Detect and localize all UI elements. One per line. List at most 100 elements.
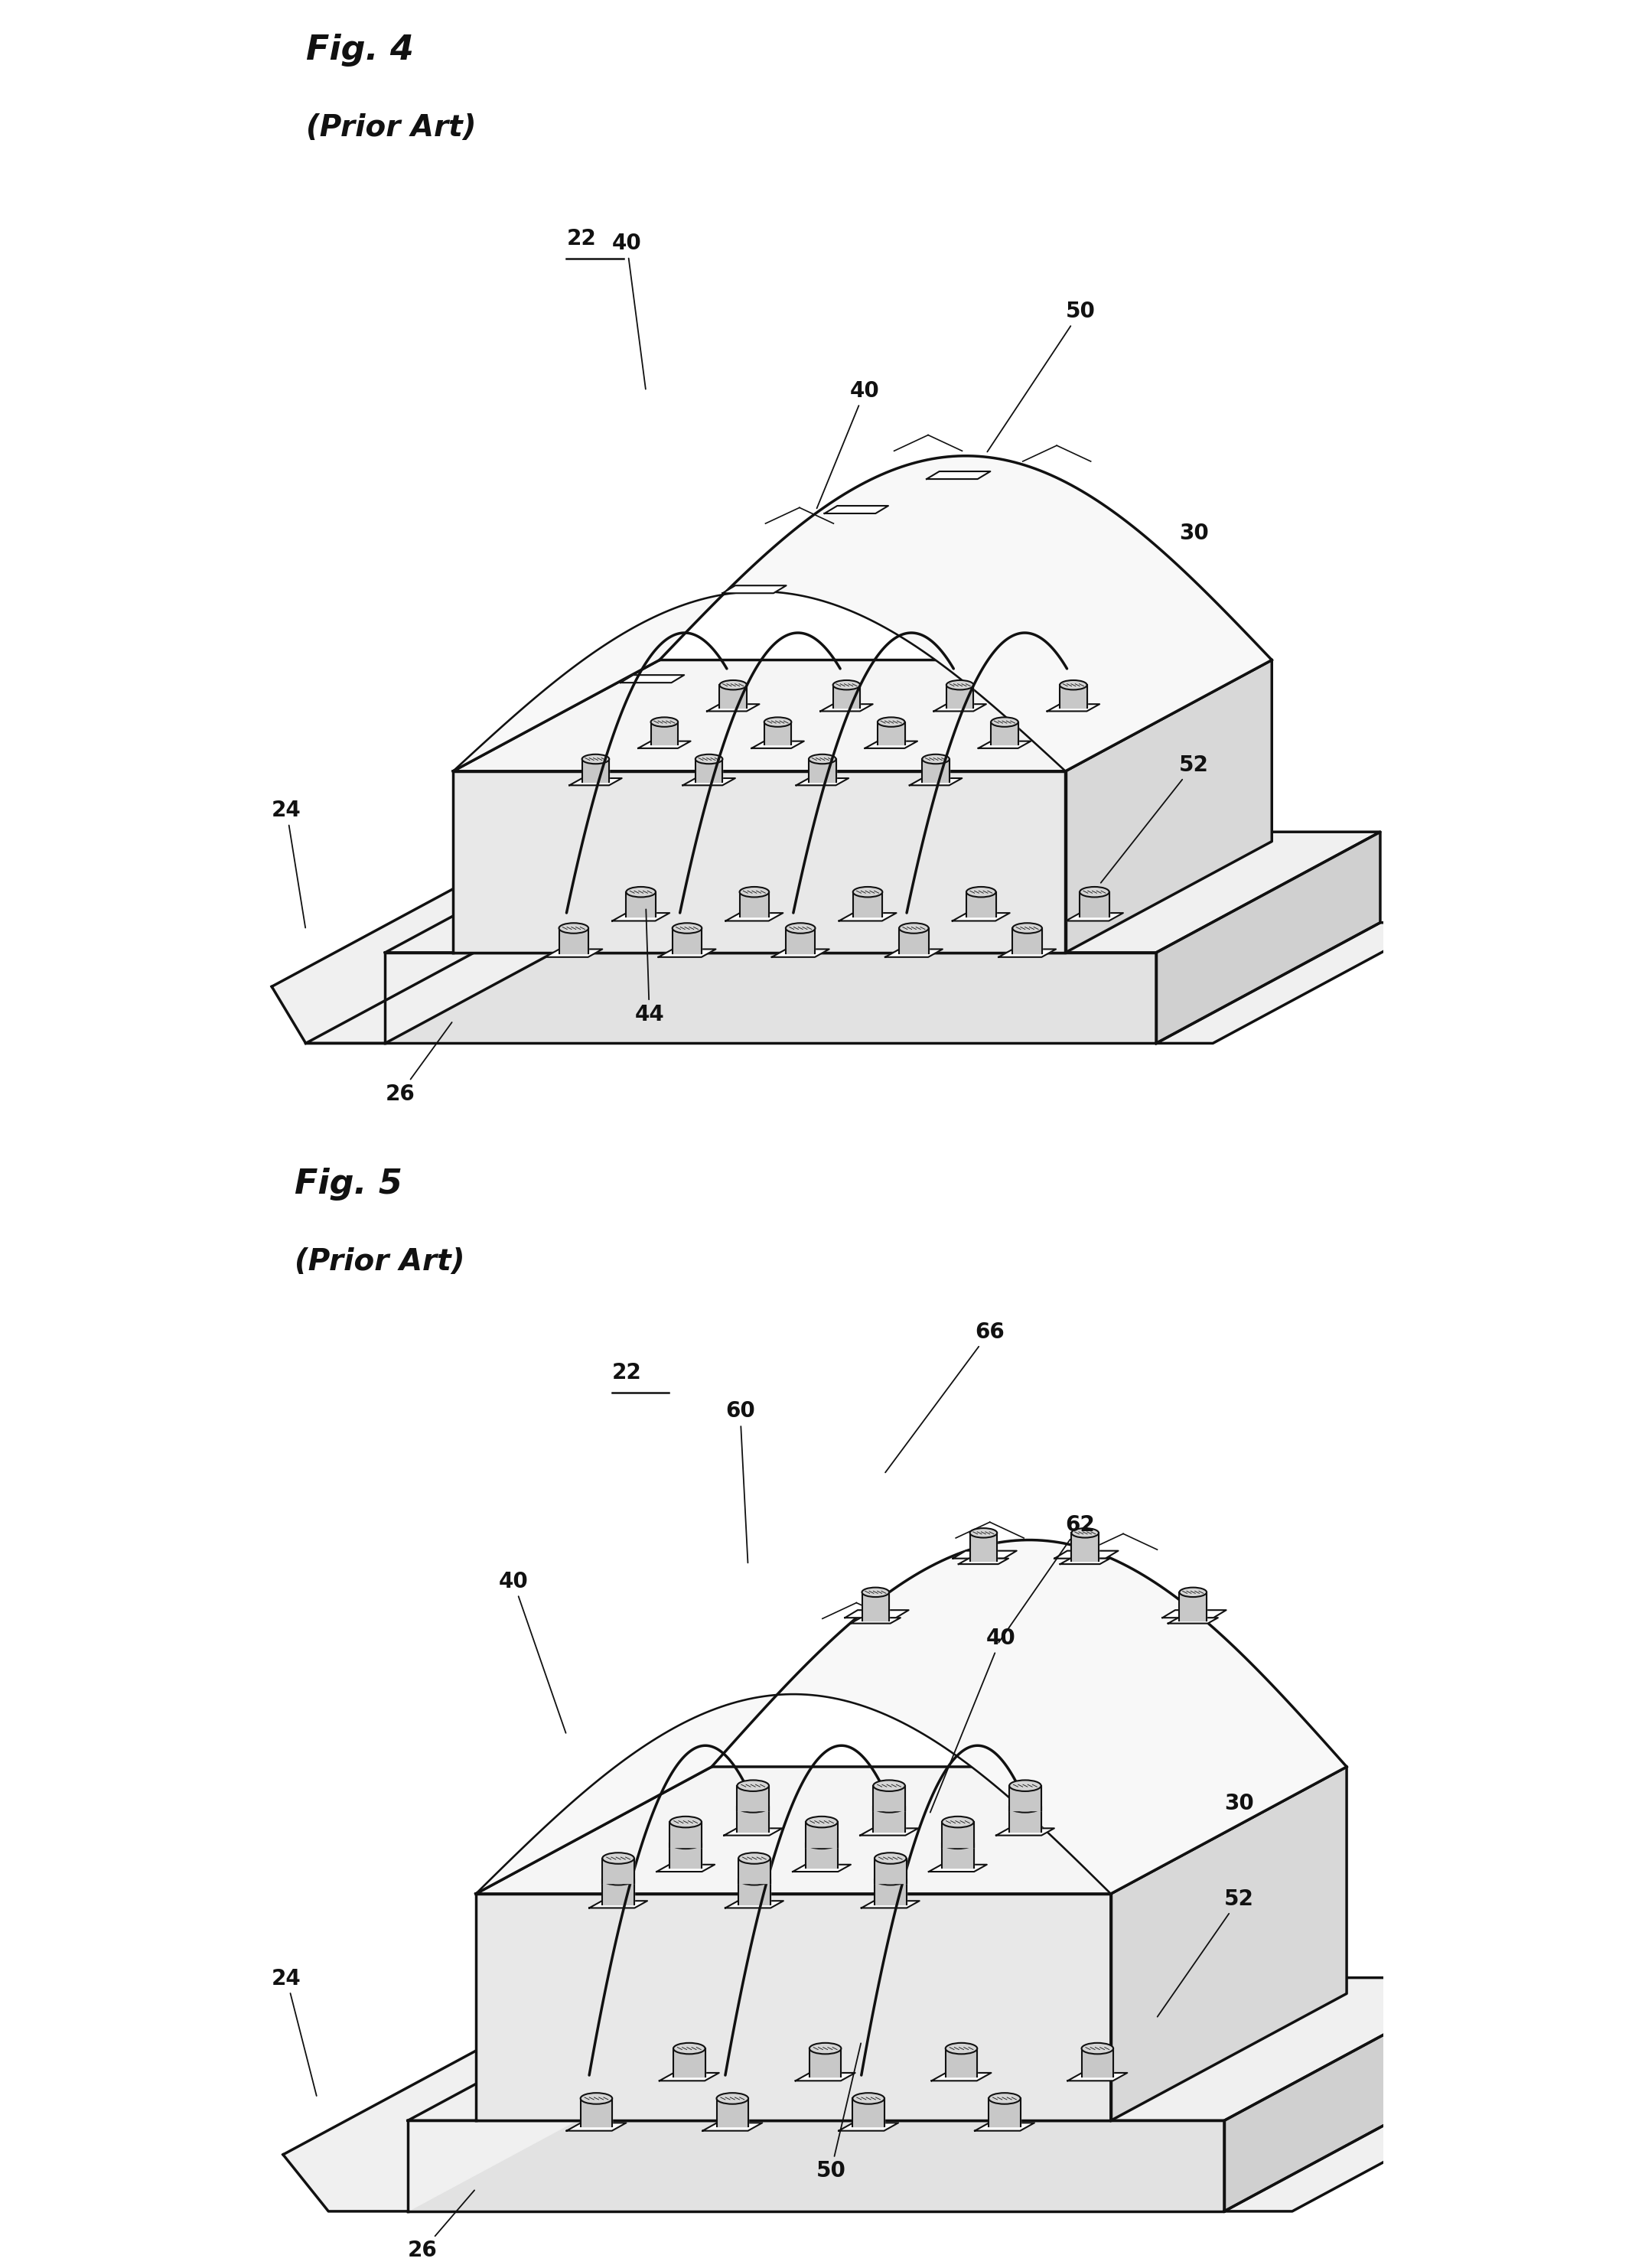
Polygon shape xyxy=(945,2048,978,2077)
Polygon shape xyxy=(958,1558,1009,1565)
Polygon shape xyxy=(873,1808,906,1833)
Ellipse shape xyxy=(969,1529,997,1538)
Ellipse shape xyxy=(1009,1801,1041,1812)
Polygon shape xyxy=(477,1767,1346,1894)
Polygon shape xyxy=(832,685,860,708)
Ellipse shape xyxy=(738,1873,770,1885)
Polygon shape xyxy=(620,676,684,683)
Ellipse shape xyxy=(1009,1780,1041,1792)
Ellipse shape xyxy=(809,755,836,764)
Ellipse shape xyxy=(989,2093,1020,2105)
Polygon shape xyxy=(772,948,829,957)
Ellipse shape xyxy=(669,1837,702,1848)
Ellipse shape xyxy=(862,1588,889,1597)
Ellipse shape xyxy=(627,887,656,898)
Ellipse shape xyxy=(581,2093,612,2105)
Ellipse shape xyxy=(672,923,702,934)
Polygon shape xyxy=(738,1880,770,1905)
Polygon shape xyxy=(809,760,836,782)
Polygon shape xyxy=(454,660,1271,771)
Polygon shape xyxy=(385,832,1381,953)
Ellipse shape xyxy=(695,755,723,764)
Text: 40: 40 xyxy=(612,234,646,390)
Polygon shape xyxy=(909,778,961,785)
Polygon shape xyxy=(566,2123,627,2132)
Ellipse shape xyxy=(738,1853,770,1864)
Polygon shape xyxy=(385,953,1155,1043)
Ellipse shape xyxy=(785,923,816,934)
Ellipse shape xyxy=(1082,2043,1113,2055)
Ellipse shape xyxy=(873,1801,906,1812)
Polygon shape xyxy=(651,721,677,744)
Polygon shape xyxy=(477,1894,1111,2121)
Ellipse shape xyxy=(739,887,769,898)
Polygon shape xyxy=(764,721,792,744)
Polygon shape xyxy=(1066,914,1123,921)
Polygon shape xyxy=(602,1880,635,1905)
Text: 22: 22 xyxy=(566,229,596,249)
Polygon shape xyxy=(752,742,805,748)
Polygon shape xyxy=(885,948,943,957)
Polygon shape xyxy=(638,742,690,748)
Polygon shape xyxy=(821,703,873,712)
Polygon shape xyxy=(738,1785,769,1810)
Polygon shape xyxy=(1180,1592,1206,1622)
Polygon shape xyxy=(942,1844,974,1869)
Polygon shape xyxy=(1224,2068,1557,2211)
Polygon shape xyxy=(793,1864,850,1871)
Ellipse shape xyxy=(922,755,950,764)
Polygon shape xyxy=(1080,891,1110,916)
Text: (Prior Art): (Prior Art) xyxy=(294,1247,465,1277)
Polygon shape xyxy=(738,1857,770,1882)
Polygon shape xyxy=(669,1821,702,1846)
Polygon shape xyxy=(725,1828,782,1835)
Ellipse shape xyxy=(1059,680,1087,689)
Polygon shape xyxy=(674,2048,705,2077)
Polygon shape xyxy=(581,2098,612,2127)
Ellipse shape xyxy=(875,1853,906,1864)
Ellipse shape xyxy=(1180,1588,1206,1597)
Ellipse shape xyxy=(602,1853,635,1864)
Polygon shape xyxy=(1009,1808,1041,1833)
Polygon shape xyxy=(899,928,929,953)
Ellipse shape xyxy=(852,2093,885,2105)
Polygon shape xyxy=(656,1864,715,1871)
Polygon shape xyxy=(873,1785,906,1810)
Text: 26: 26 xyxy=(385,1023,452,1105)
Ellipse shape xyxy=(738,1780,769,1792)
Polygon shape xyxy=(852,2098,885,2127)
Polygon shape xyxy=(989,2098,1020,2127)
Ellipse shape xyxy=(602,1873,635,1885)
Ellipse shape xyxy=(716,2093,749,2105)
Polygon shape xyxy=(824,506,888,513)
Polygon shape xyxy=(860,1828,919,1835)
Text: 66: 66 xyxy=(885,1322,1004,1472)
Polygon shape xyxy=(612,914,669,921)
Polygon shape xyxy=(1082,2048,1113,2077)
Polygon shape xyxy=(545,948,602,957)
Polygon shape xyxy=(1224,1978,1490,2211)
Text: 26: 26 xyxy=(408,2191,475,2261)
Polygon shape xyxy=(845,1610,909,1617)
Polygon shape xyxy=(875,1880,906,1905)
Text: 30: 30 xyxy=(1224,1794,1253,1814)
Polygon shape xyxy=(408,1978,1490,2121)
Polygon shape xyxy=(1009,1785,1041,1810)
Polygon shape xyxy=(942,1821,974,1846)
Ellipse shape xyxy=(738,1801,769,1812)
Ellipse shape xyxy=(899,923,929,934)
Text: 40: 40 xyxy=(816,381,880,508)
Polygon shape xyxy=(583,760,609,782)
Polygon shape xyxy=(1066,660,1271,953)
Ellipse shape xyxy=(651,717,677,726)
Text: 50: 50 xyxy=(987,302,1095,451)
Polygon shape xyxy=(796,778,849,785)
Polygon shape xyxy=(996,1828,1054,1835)
Polygon shape xyxy=(672,928,702,953)
Polygon shape xyxy=(947,685,974,708)
Polygon shape xyxy=(966,891,996,916)
Ellipse shape xyxy=(991,717,1018,726)
Text: 30: 30 xyxy=(1178,524,1209,544)
Polygon shape xyxy=(589,1901,648,1907)
Polygon shape xyxy=(1169,1617,1217,1624)
